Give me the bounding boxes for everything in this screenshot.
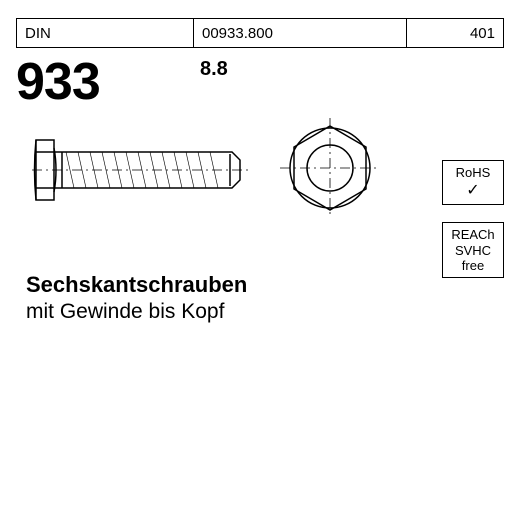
reach-label-2: SVHC: [445, 243, 501, 259]
reach-badge: REACh SVHC free: [442, 222, 504, 278]
standard-number: 933: [16, 52, 100, 112]
check-icon: ✓: [445, 181, 501, 200]
header-col-standard: DIN: [17, 19, 194, 47]
rohs-label: RoHS: [445, 165, 501, 181]
bolt-side-drawing: [32, 130, 252, 220]
reach-label-3: free: [445, 258, 501, 274]
product-subtitle: mit Gewinde bis Kopf: [26, 300, 224, 324]
header-col-code: 00933.800: [194, 19, 407, 47]
rohs-badge: RoHS ✓: [442, 160, 504, 205]
strength-grade: 8.8: [200, 58, 228, 81]
header-col-ref: 401: [407, 19, 503, 47]
header-table: DIN 00933.800 401: [16, 18, 504, 48]
reach-label-1: REACh: [445, 227, 501, 243]
bolt-hex-drawing: [280, 118, 380, 218]
product-title: Sechskantschrauben: [26, 272, 247, 298]
